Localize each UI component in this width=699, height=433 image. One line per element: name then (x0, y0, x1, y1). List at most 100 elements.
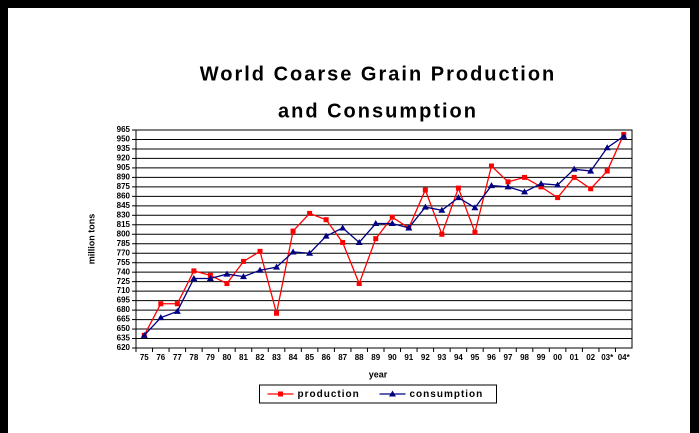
y-tick-label: 905 (117, 163, 131, 172)
y-tick-label: 725 (117, 277, 131, 286)
x-tick-label: 90 (388, 353, 397, 362)
marker (555, 195, 561, 201)
x-tick-label: 89 (371, 353, 380, 362)
x-tick-label: 00 (553, 353, 562, 362)
y-tick-label: 680 (117, 305, 131, 314)
y-tick-label: 785 (117, 239, 131, 248)
marker (388, 220, 396, 227)
legend-box (259, 384, 497, 404)
marker (323, 217, 329, 223)
marker (322, 232, 330, 239)
y-tick-label: 920 (117, 154, 131, 163)
y-tick-label: 860 (117, 191, 131, 200)
y-tick-label: 800 (117, 229, 131, 238)
marker (522, 174, 528, 180)
x-tick-label: 97 (504, 353, 513, 362)
y-tick-label: 695 (117, 296, 131, 305)
marker (290, 228, 296, 234)
marker (190, 274, 198, 281)
marker (355, 238, 363, 245)
marker (439, 231, 445, 237)
marker (173, 307, 181, 314)
marker (340, 239, 346, 245)
marker (487, 182, 495, 189)
y-tick-label: 755 (117, 258, 131, 267)
x-tick-label: 87 (338, 353, 347, 362)
x-tick-label: 82 (256, 353, 265, 362)
y-tick-label: 710 (117, 286, 131, 295)
marker (488, 163, 494, 169)
marker (454, 194, 462, 201)
marker (405, 224, 413, 231)
marker (140, 331, 148, 338)
y-tick-label: 665 (117, 315, 131, 324)
x-tick-label: 85 (305, 353, 314, 362)
marker (278, 391, 283, 397)
marker (504, 183, 512, 190)
y-tick-label: 935 (117, 144, 131, 153)
marker (307, 210, 313, 216)
series-line (143, 135, 625, 336)
y-tick-label: 830 (117, 210, 131, 219)
y-tick-label: 950 (117, 135, 131, 144)
marker (373, 236, 379, 242)
marker (471, 204, 479, 211)
marker (356, 281, 362, 287)
marker (257, 248, 263, 254)
marker (438, 206, 446, 213)
marker (289, 248, 297, 255)
plot-area (135, 129, 633, 349)
x-tick-label: 79 (206, 353, 215, 362)
x-tick-label: 88 (355, 353, 364, 362)
marker (620, 132, 628, 139)
marker (455, 185, 461, 191)
marker (538, 184, 544, 190)
x-tick-label: 91 (404, 353, 413, 362)
marker (174, 301, 180, 307)
marker (571, 174, 577, 180)
y-tick-label: 890 (117, 173, 131, 182)
marker (421, 203, 429, 210)
x-tick-label: 93 (437, 353, 446, 362)
marker (239, 273, 247, 280)
x-tick-label: 98 (520, 353, 529, 362)
marker (554, 181, 562, 188)
y-tick-label: 635 (117, 334, 131, 343)
marker (603, 144, 611, 151)
marker (274, 310, 280, 316)
marker (273, 263, 281, 270)
legend-label: consumption (410, 389, 484, 400)
y-axis-label: million tons (86, 214, 96, 265)
marker (570, 165, 578, 172)
marker (389, 214, 395, 220)
x-tick-label: 02 (586, 353, 595, 362)
y-tick-label: 965 (117, 125, 131, 134)
x-tick-label: 83 (272, 353, 281, 362)
y-tick-label: 770 (117, 248, 131, 257)
marker (223, 270, 231, 277)
legend-label: production (298, 389, 360, 400)
marker (521, 188, 529, 195)
marker (422, 187, 428, 193)
x-tick-label: 77 (173, 353, 182, 362)
marker (206, 274, 214, 281)
y-tick-label: 815 (117, 220, 131, 229)
x-tick-label: 95 (470, 353, 479, 362)
marker (472, 229, 478, 235)
marker (256, 266, 264, 273)
chart-subtitle: and Consumption (278, 100, 478, 122)
x-tick-label: 81 (239, 353, 248, 362)
marker (537, 180, 545, 187)
x-tick-label: 01 (570, 353, 579, 362)
x-tick-label: 92 (421, 353, 430, 362)
x-axis-label: year (369, 369, 388, 379)
x-tick-label: 76 (156, 353, 165, 362)
x-tick-label: 03* (601, 353, 614, 362)
marker (588, 186, 594, 192)
marker (191, 268, 197, 274)
x-tick-label: 04* (618, 353, 631, 362)
x-tick-label: 84 (289, 353, 298, 362)
marker (604, 168, 610, 174)
y-tick-label: 740 (117, 267, 131, 276)
